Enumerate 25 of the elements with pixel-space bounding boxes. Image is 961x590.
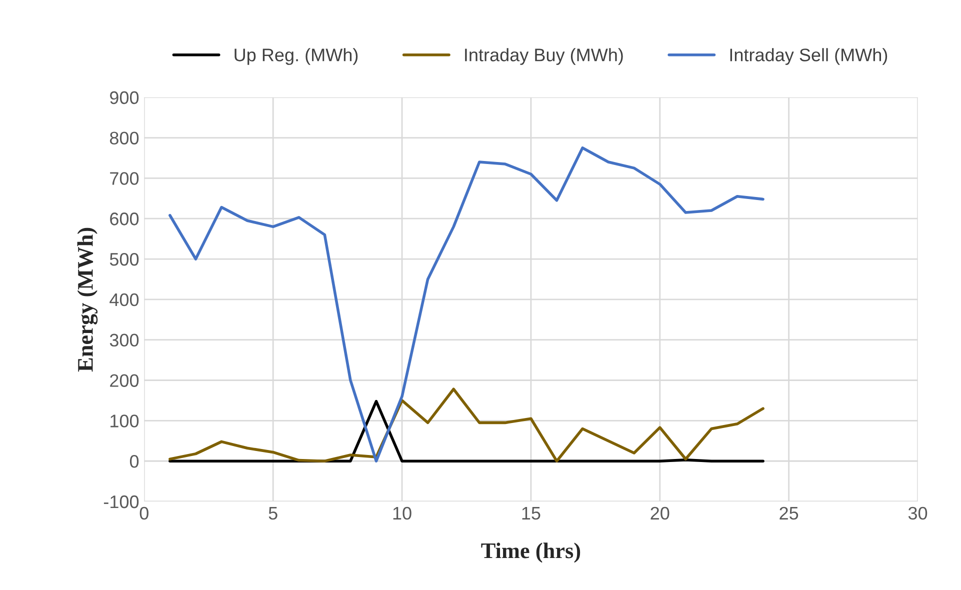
y-tick-label: 200 [110,374,139,387]
x-tick-label: 5 [268,507,278,520]
x-tick-label: 25 [780,506,798,520]
y-tick-label: 300 [110,334,139,347]
x-axis-title: Time (hrs) [481,542,580,563]
x-tick-label: 10 [393,506,412,520]
y-tick-label: 900 [110,91,139,104]
legend-label: Intraday Buy (MWh) [465,48,623,65]
y-tick-label: 600 [110,212,139,226]
y-tick-label: 400 [110,293,139,306]
x-tick-label: 20 [650,506,670,520]
legend-label: Intraday Sell (MWh) [730,48,888,65]
x-tick-label: 15 [522,507,540,520]
y-tick-label: 0 [130,455,139,468]
y-tick-label: 100 [110,414,139,428]
x-tick-label: 0 [140,506,148,520]
line-series [168,388,764,462]
y-tick-label: -100 [104,495,139,508]
y-axis-title: Energy (MWh) [77,228,98,372]
y-tick-label: 500 [110,252,139,266]
y-tick-label: 800 [110,132,139,144]
x-tick-label: 30 [908,506,928,520]
line-series [168,146,764,462]
y-tick-label: 700 [110,172,139,185]
legend-label: Up Reg. (MWh) [234,48,358,65]
